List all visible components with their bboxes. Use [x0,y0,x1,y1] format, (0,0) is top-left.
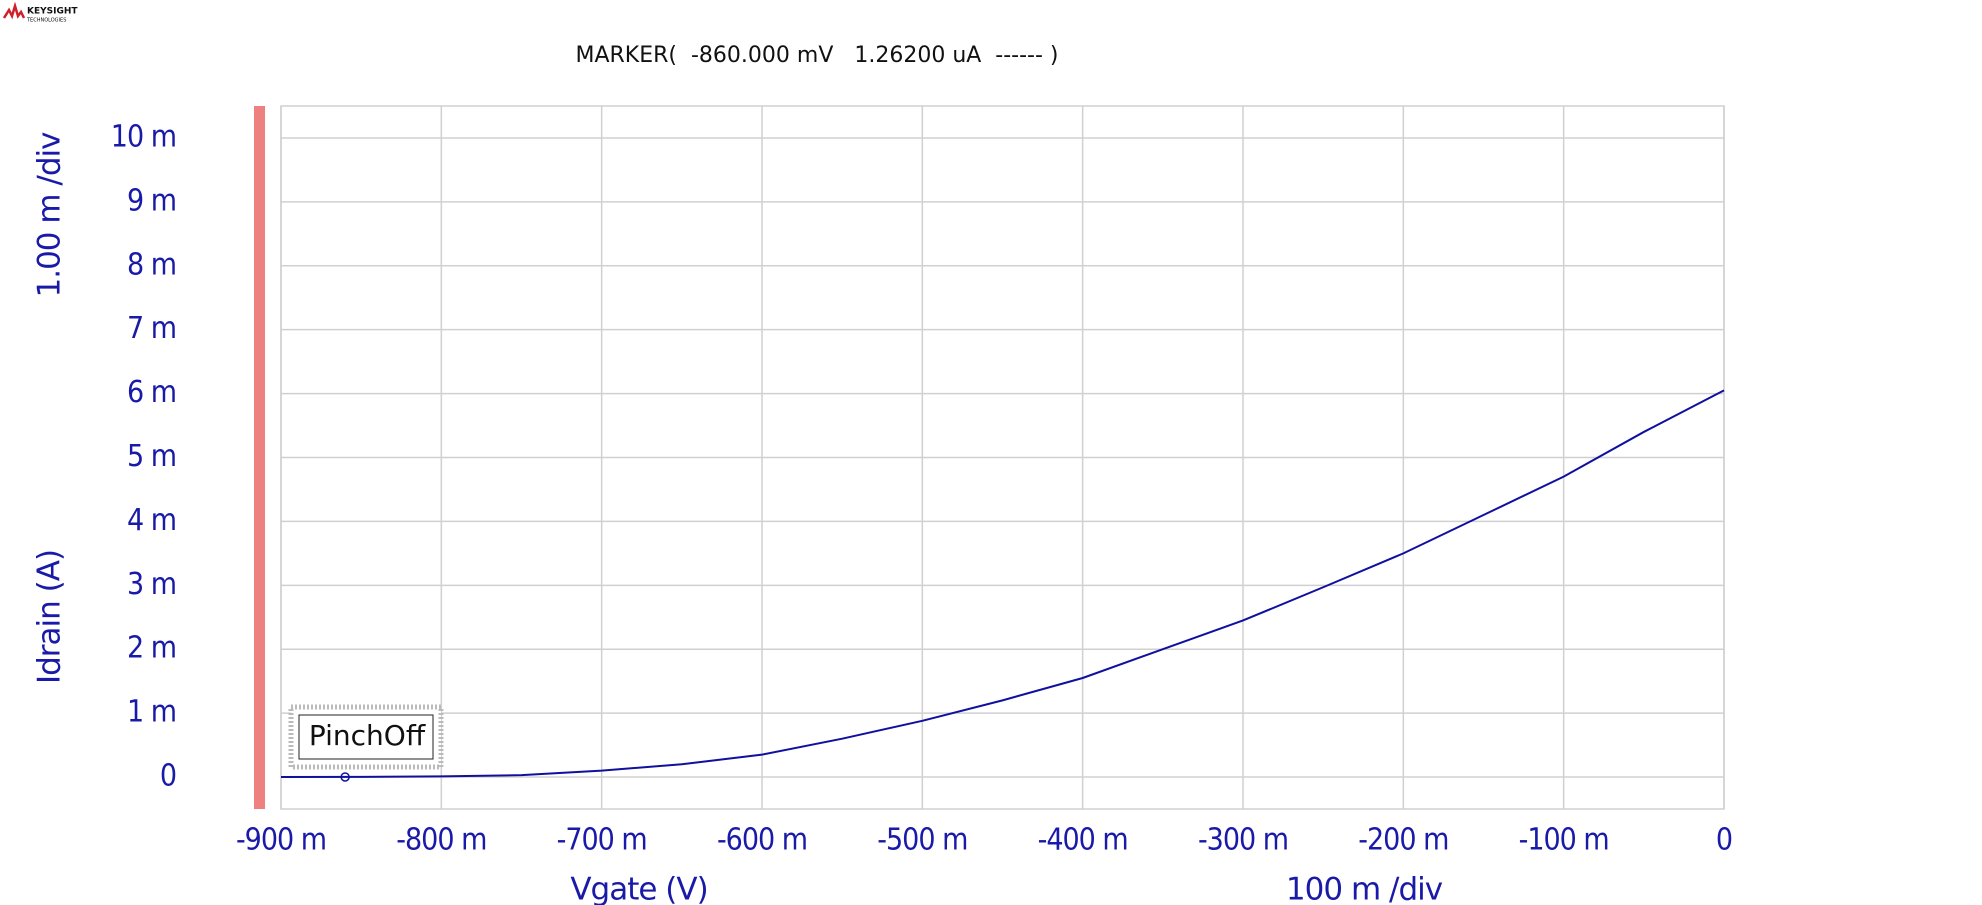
y-tick-label: 6 m [127,375,176,410]
x-tick-label: 0 [1716,823,1732,858]
x-tick-label: -900 m [236,823,326,858]
x-tick-label: -300 m [1198,823,1288,858]
x-tick-label: -100 m [1519,823,1609,858]
logo-text: KEYSIGHT [27,7,78,17]
x-tick-label: -200 m [1358,823,1448,858]
y-tick-label: 10 m [111,119,176,154]
x-tick-label: -600 m [717,823,807,858]
y-tick-label: 7 m [127,311,176,346]
y-tick-label: 1 m [127,695,176,730]
active-bar [254,106,265,809]
logo-icon [2,1,26,20]
marker-label-box [298,714,434,760]
data-line [280,389,1725,779]
grid [280,106,1725,809]
marker-label: PinchOff [288,704,444,770]
x-tick-label: -400 m [1038,823,1128,858]
y-tick-label: 5 m [127,439,176,474]
y-axis-label: Idrain (A) [32,550,68,684]
y-tick-label: 2 m [127,631,176,666]
y-scale-label: 1.00 m /div [32,132,68,298]
marks [280,389,1725,782]
x-axis-label: Vgate (V) [570,872,707,905]
x-tick-label: -700 m [557,823,647,858]
y-tick-label: 8 m [127,247,176,282]
y-tick-label: 0 [160,759,176,794]
marker-readout: MARKER( -860.000 mV 1.26200 uA ------ ) [575,43,1058,68]
logo-subtext: TECHNOLOGIES [26,18,66,24]
logo: KEYSIGHT TECHNOLOGIES [2,1,78,24]
ticks: 0 1 m 2 m 3 m 4 m 5 m 6 m 7 m 8 m 9 m 10 m -900 m -8… [111,119,1733,858]
x-tick-label: -500 m [877,823,967,858]
y-tick-label: 3 m [127,567,176,602]
marker-name: PinchOff [309,719,426,752]
x-scale-label: 100 m /div [1286,872,1443,905]
marker-point [340,772,350,782]
x-tick-label: -800 m [396,823,486,858]
y-tick-label: 9 m [127,183,176,218]
y-tick-label: 4 m [127,503,176,538]
